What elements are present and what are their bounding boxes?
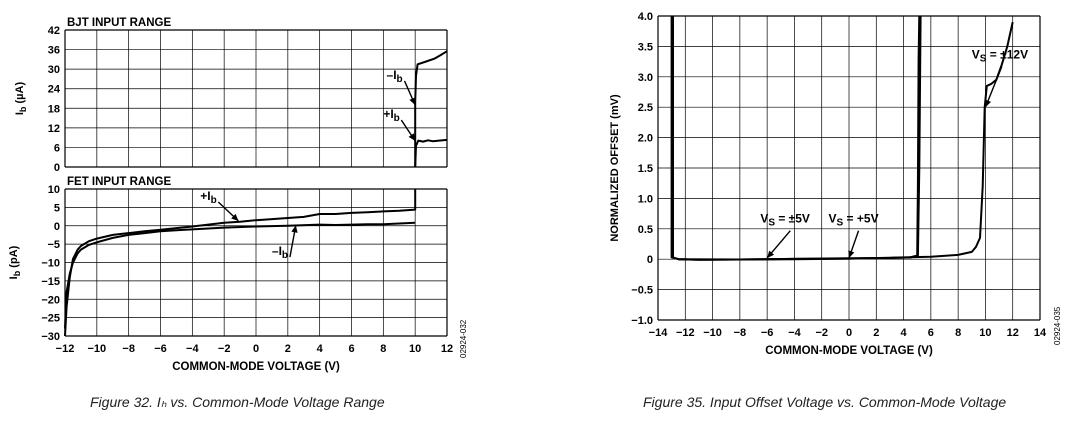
y-tick-label: −30 [41, 331, 60, 343]
x-tick-label: 8 [955, 327, 961, 339]
x-tick-label: −12 [56, 343, 75, 355]
annotation-label: VS = ±5V [760, 212, 810, 229]
x-tick-label: −4 [186, 343, 199, 355]
series-line--ib [414, 138, 448, 168]
x-tick-label: −6 [154, 343, 167, 355]
y-tick-label: 5 [54, 202, 60, 214]
annotation-leader [984, 66, 1003, 108]
annotation-label: VS = ±12V [972, 48, 1028, 65]
y-tick-label: 0 [54, 162, 60, 174]
annotation-arrowhead [231, 213, 239, 221]
x-tick-label: −14 [649, 327, 669, 339]
x-tick-label: 0 [846, 327, 852, 339]
y-tick-label: −10 [41, 258, 60, 270]
chart-title: BJT INPUT RANGE [67, 17, 171, 29]
annotation-label: +Ib [383, 107, 399, 124]
figure-side-codes: 02924-032 02924-035 [459, 306, 1062, 358]
annotation-arrowhead [767, 250, 775, 258]
x-tick-label: 6 [348, 343, 354, 355]
figure-32-caption-text: Figure 32. Iₕ vs. Common-Mode Voltage Ra… [90, 394, 385, 410]
series-line--ib [64, 221, 416, 329]
y-tick-label: 4.0 [638, 11, 653, 23]
y-tick-label: −25 [41, 313, 60, 325]
annotation-arrowhead [985, 99, 992, 108]
y-tick-label: 1.0 [638, 193, 653, 205]
x-tick-label: 4 [901, 327, 908, 339]
input-offset-voltage-chart: −1.0−0.500.51.01.52.02.53.03.54.0−14 −12−… [609, 11, 1047, 357]
x-tick-label: −2 [815, 327, 828, 339]
x-tick-label: 10 [979, 327, 991, 339]
y-tick-label: 36 [48, 45, 60, 57]
y-tick-label: −15 [41, 276, 60, 288]
y-tick-label: 2.5 [638, 102, 653, 114]
figure-side-code: 02924-032 [459, 319, 468, 358]
y-tick-label: 0.5 [638, 224, 653, 236]
y-tick-label: 30 [48, 64, 60, 76]
annotation-label: +Ib [200, 189, 216, 206]
y-tick-label: 0 [647, 254, 653, 266]
y-axis-label: Ib (pA) [8, 245, 22, 279]
series-line--ib [414, 50, 448, 167]
y-tick-label: 24 [48, 84, 61, 96]
y-tick-label: 1.5 [638, 163, 653, 175]
y-tick-label: 10 [48, 184, 60, 196]
annotation-arrowhead [291, 225, 298, 233]
y-tick-label: 0 [54, 221, 60, 233]
figure-32-caption: Figure 32. Iₕ vs. Common-Mode Voltage Ra… [90, 394, 385, 411]
y-tick-label: 18 [48, 103, 60, 115]
x-axis-label: COMMON-MODE VOLTAGE (V) [765, 345, 933, 357]
y-tick-label: 42 [48, 25, 60, 37]
x-tick-label: −2 [218, 343, 231, 355]
x-axis-label: COMMON-MODE VOLTAGE (V) [172, 361, 340, 373]
annotation-arrowhead [409, 97, 416, 106]
y-tick-label: 12 [48, 123, 60, 135]
y-tick-label: 3.5 [638, 41, 653, 53]
x-tick-label: 4 [317, 343, 324, 355]
x-tick-label: 8 [380, 343, 386, 355]
x-tick-label: 12 [441, 343, 453, 355]
annotation-label: –Ib [387, 68, 403, 85]
y-tick-label: −0.5 [631, 285, 653, 297]
series-line--ib [64, 189, 417, 337]
x-tick-label: −10 [703, 327, 722, 339]
annotation-arrowhead [848, 250, 855, 258]
chart-title: FET INPUT RANGE [67, 176, 171, 188]
annotation-label: VS = +5V [829, 212, 879, 229]
x-tick-label: −6 [761, 327, 774, 339]
y-tick-label: −1.0 [631, 315, 653, 327]
x-tick-label: −8 [734, 327, 747, 339]
y-axis-label: NORMALIZED OFFSET (mV) [609, 94, 621, 242]
x-tick-label: 10 [409, 343, 421, 355]
x-tick-label: −4 [788, 327, 801, 339]
y-tick-label: 2.0 [638, 133, 653, 145]
x-tick-label: 14 [1034, 327, 1047, 339]
figure-side-code: 02924-035 [1053, 306, 1062, 345]
annotation-arrowhead [408, 133, 416, 141]
figure-35-caption-text: Figure 35. Input Offset Voltage vs. Comm… [643, 394, 1007, 410]
y-axis-label: Ib (µA) [14, 82, 28, 116]
y-tick-label: 3.0 [638, 72, 653, 84]
x-tick-label: −8 [122, 343, 135, 355]
x-tick-label: 2 [285, 343, 291, 355]
figure-35-caption: Figure 35. Input Offset Voltage vs. Comm… [643, 394, 1006, 410]
x-tick-label: 2 [873, 327, 879, 339]
x-tick-label: −12 [676, 327, 695, 339]
y-tick-label: −20 [41, 294, 60, 306]
x-tick-label: 6 [928, 327, 934, 339]
y-tick-label: −5 [47, 239, 60, 251]
x-tick-label: 12 [1007, 327, 1019, 339]
y-tick-label: 6 [54, 142, 60, 154]
x-tick-label: 0 [253, 343, 259, 355]
x-tick-label: −10 [87, 343, 106, 355]
annotation-label: –Ib [272, 244, 288, 261]
bjt-input-range-chart: 0 6 12 18 24 30 36 42 BJT INPUT RANGE Ib (µA) –Ib +… [14, 17, 448, 174]
